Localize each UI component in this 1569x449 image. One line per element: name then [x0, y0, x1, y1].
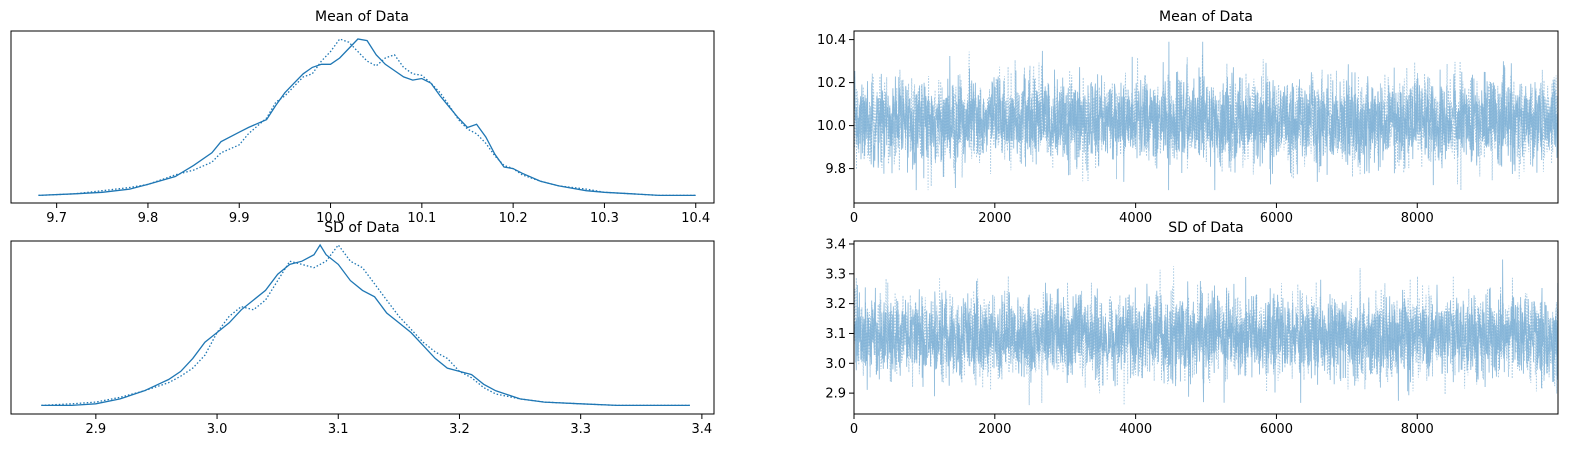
y-tick-label: 10.0 [817, 119, 846, 134]
y-tick-label: 10.4 [817, 33, 846, 48]
y-tick-label: 3.4 [825, 237, 846, 252]
x-tick-label: 10.0 [316, 211, 345, 226]
panel-title-density-mean: Mean of Data [315, 9, 409, 25]
x-tick-label: 10.4 [681, 211, 710, 226]
panel-trace-mean: Mean of Data 9.8 10.0 10.2 10.4 0 2000 4000 600… [817, 9, 1559, 226]
density-line-solid [41, 243, 690, 407]
x-tick-label: 3.0 [207, 422, 228, 437]
y-tick-label: 10.2 [817, 76, 846, 91]
y-tick-label: 3.0 [825, 357, 846, 372]
panel-density-mean: Mean of Data 9.7 9.8 9.9 10.0 10.1 10.2 10.3 10… [10, 9, 715, 226]
trace-line-dotted [854, 51, 1558, 191]
x-tick-label: 10.2 [499, 211, 528, 226]
x-tick-label: 10.1 [407, 211, 436, 226]
x-tick-label: 0 [850, 211, 858, 226]
y-tick-label: 2.9 [825, 387, 846, 402]
x-tick-label: 6000 [1260, 422, 1293, 437]
panel-density-sd: 2.9 3.0 3.1 3.2 3.3 3.4 SD of Data [10, 220, 715, 437]
x-tick-label: 6000 [1260, 211, 1293, 226]
x-tick-label: 9.7 [46, 211, 67, 226]
panel-title-trace-mean: Mean of Data [1159, 9, 1253, 25]
x-tick-label: 9.9 [229, 211, 250, 226]
x-tick-label: 0 [850, 422, 858, 437]
axes-frame-density-mean [10, 30, 715, 204]
x-tick-label: 8000 [1401, 422, 1434, 437]
y-tick-label: 3.3 [825, 267, 846, 282]
x-tick-label: 2000 [978, 422, 1011, 437]
x-tick-label: 3.2 [449, 422, 470, 437]
y-tick-label: 3.2 [825, 297, 846, 312]
density-line-dotted [38, 38, 696, 197]
axes-frame-density-sd [10, 240, 715, 415]
panel-trace-sd: 2.9 3.0 3.1 3.2 3.3 3.4 0 2000 4000 6000 8000 SD o… [825, 220, 1559, 437]
density-line-solid [38, 38, 696, 197]
y-tick-label: 3.1 [825, 327, 846, 342]
panel-title-density-sd: SD of Data [324, 220, 400, 236]
x-tick-label: 9.8 [138, 211, 159, 226]
x-tick-label: 4000 [1119, 211, 1152, 226]
x-tick-label: 10.3 [590, 211, 619, 226]
x-tick-label: 4000 [1119, 422, 1152, 437]
panel-title-trace-sd: SD of Data [1168, 220, 1244, 236]
axes-frame-trace-sd [853, 240, 1559, 415]
x-tick-label: 2.9 [86, 422, 107, 437]
x-tick-label: 8000 [1401, 211, 1434, 226]
trace-line-solid [854, 259, 1558, 403]
trace-line-dotted [854, 266, 1558, 406]
axes-frame-trace-mean [853, 30, 1559, 204]
x-tick-label: 3.1 [328, 422, 349, 437]
x-tick-label: 3.4 [692, 422, 713, 437]
y-tick-label: 9.8 [825, 162, 846, 177]
x-tick-label: 3.3 [570, 422, 591, 437]
density-line-dotted [41, 243, 690, 407]
x-tick-label: 2000 [978, 211, 1011, 226]
